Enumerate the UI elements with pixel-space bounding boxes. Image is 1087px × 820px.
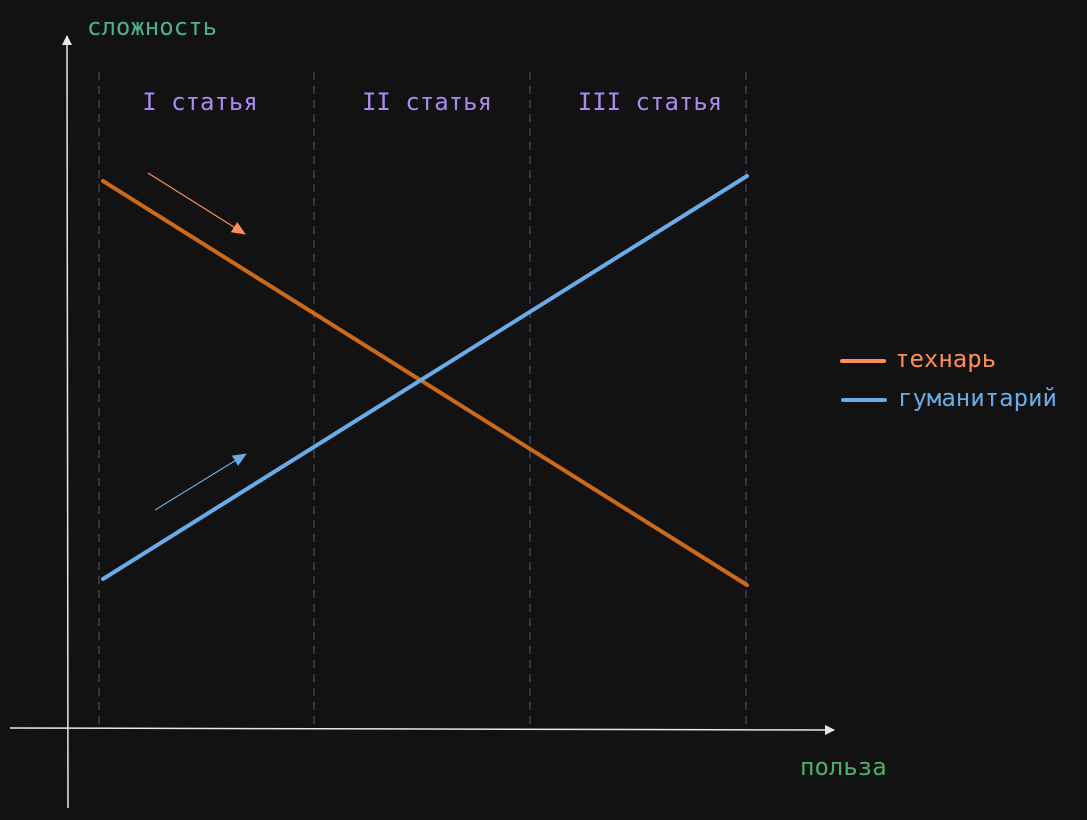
legend-label: гуманитарий (898, 384, 1057, 412)
trend-line (101, 179, 749, 587)
section-label: I статья (142, 88, 258, 116)
x-axis (9, 724, 835, 735)
dividers (98, 72, 747, 726)
x-axis-label: польза (800, 753, 887, 781)
y-axis-label: сложность (87, 13, 217, 41)
section-label: II статья (362, 88, 492, 116)
direction-arrow (147, 172, 246, 235)
section-label: III статья (578, 88, 723, 116)
legend-label: технарь (895, 345, 996, 373)
direction-arrow (154, 453, 247, 511)
trend-line (101, 174, 749, 581)
y-axis (62, 35, 73, 809)
